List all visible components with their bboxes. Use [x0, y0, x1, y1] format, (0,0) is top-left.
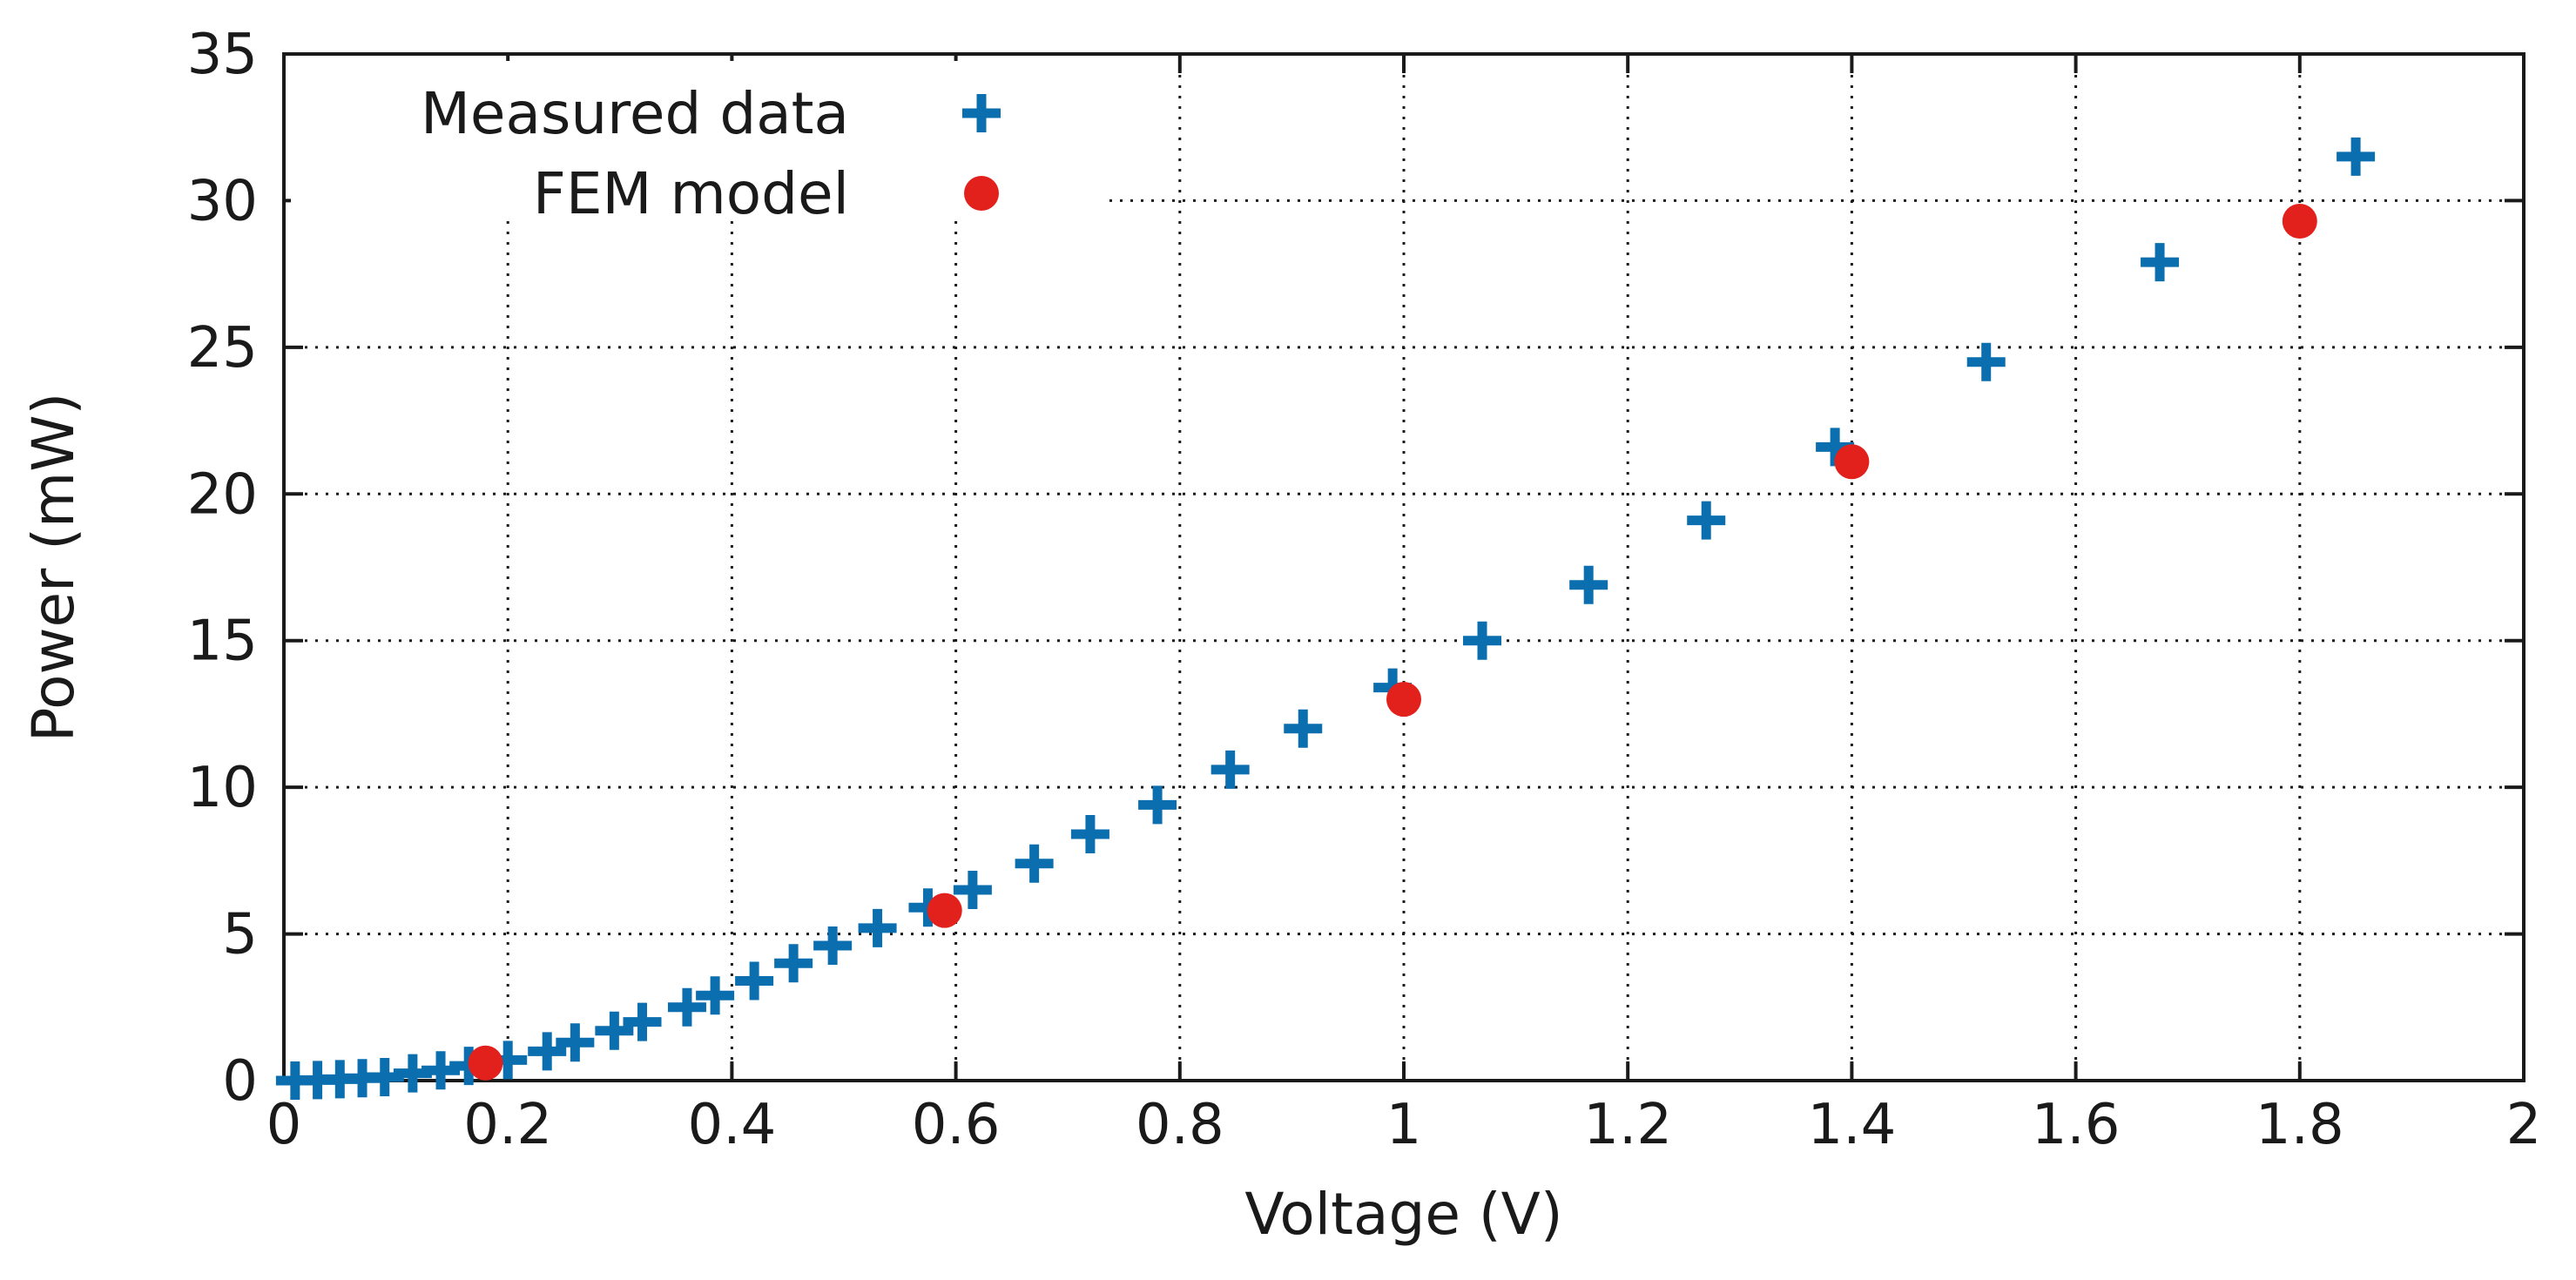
x-tick-label: 1.6 [2032, 1093, 2121, 1157]
measured-data-point [623, 1002, 662, 1041]
legend-marker-circle [964, 176, 999, 211]
x-tick-label: 1.2 [1583, 1093, 1672, 1157]
measured-data-point [667, 987, 706, 1027]
x-tick-label: 0.8 [1136, 1093, 1224, 1157]
x-tick-label: 0.6 [912, 1093, 1001, 1157]
series-fem-model [468, 204, 2317, 1081]
x-tick-label: 2 [2506, 1093, 2542, 1157]
y-tick-label: 30 [187, 169, 258, 233]
y-tick-label: 0 [222, 1049, 258, 1114]
measured-data-point [813, 926, 853, 966]
y-tick-label: 15 [187, 610, 258, 674]
measured-data-point [696, 976, 735, 1015]
measured-data-point [1687, 501, 1726, 540]
tick-label-layer: 0 0.2 0.4 0.6 0.8 1 1.2 1.4 1.6 1.8 20510152025303… [187, 23, 2542, 1157]
measured-data-point [1210, 750, 1250, 789]
legend-marker-plus [962, 94, 1001, 132]
x-tick-label: 0 [266, 1093, 302, 1157]
y-tick-label: 5 [222, 903, 258, 967]
y-tick-label: 20 [187, 462, 258, 527]
measured-data-point [858, 908, 897, 947]
x-tick-label: 1.8 [2256, 1093, 2344, 1157]
x-tick-label: 0.4 [688, 1093, 777, 1157]
measured-data-point [1070, 815, 1109, 854]
x-tick-label: 1 [1386, 1093, 1422, 1157]
x-tick-label: 0.2 [463, 1093, 552, 1157]
measured-data-point [556, 1023, 595, 1062]
measured-data-point [1138, 785, 1177, 825]
measured-data-point [595, 1011, 634, 1050]
fem-model-point [468, 1045, 503, 1081]
legend-label: FEM model [533, 160, 849, 227]
measured-data-point [1463, 621, 1502, 660]
grid-layer [284, 54, 2524, 1081]
measured-data-point [1966, 342, 2006, 381]
y-tick-label: 25 [187, 316, 258, 381]
measured-data-point [1284, 709, 1323, 748]
measured-data-point [2141, 243, 2180, 282]
fem-model-point [2282, 204, 2317, 239]
fem-model-point [1386, 682, 1421, 717]
series-layer [275, 137, 2376, 1100]
fem-model-point [1834, 444, 1870, 480]
x-tick-label: 1.4 [1808, 1093, 1897, 1157]
legend: Measured data FEM model [421, 80, 1001, 227]
measured-data-point [1015, 844, 1054, 883]
fem-model-point [927, 893, 962, 928]
measured-data-point [2337, 137, 2376, 176]
y-tick-label: 35 [187, 23, 258, 87]
y-tick-label: 10 [187, 756, 258, 820]
measured-data-point [774, 944, 813, 983]
x-axis-title: Voltage (V) [1244, 1181, 1562, 1248]
measured-data-point [953, 871, 992, 910]
measured-data-point [528, 1032, 567, 1071]
measured-data-point [1569, 565, 1608, 604]
measured-data-point [735, 961, 774, 1000]
series-measured-data [275, 137, 2376, 1100]
y-axis-title: Power (mW) [20, 393, 87, 743]
legend-label: Measured data [421, 80, 849, 147]
